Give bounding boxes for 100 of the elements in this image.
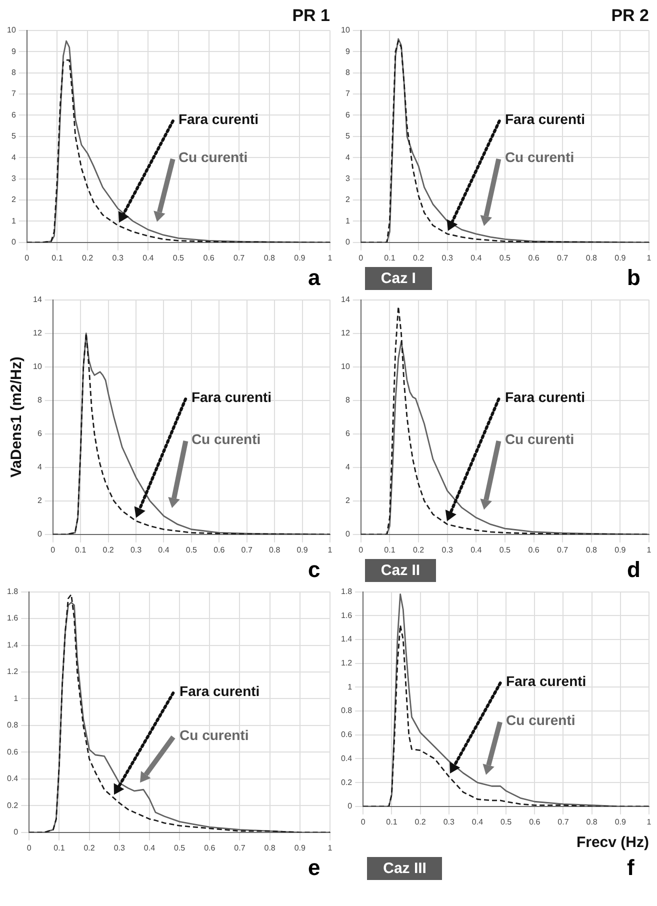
y-tick-label: 1 — [14, 694, 19, 703]
y-tick-label: 14 — [340, 295, 350, 304]
y-tick-label: 10 — [32, 362, 42, 372]
x-tick-label: 0.5 — [186, 545, 198, 554]
y-tick-label: 1.8 — [340, 587, 353, 596]
x-tick-label: 0.5 — [499, 253, 512, 262]
text: Fara curenti — [506, 673, 586, 690]
x-tick-label: 1 — [646, 545, 652, 554]
x-axis-title: Frecv (Hz) — [576, 834, 649, 852]
x-tick-label: 0.4 — [142, 253, 154, 262]
y-tick-label: 2 — [345, 195, 350, 204]
x-tick-label: 0.7 — [241, 545, 253, 554]
y-tick-label: 1.2 — [340, 658, 353, 668]
y-tick-label: 2 — [11, 195, 16, 204]
y-tick-label: 4 — [37, 462, 42, 472]
x-tick-label: 0.5 — [174, 843, 186, 852]
x-tick-label: 0.1 — [75, 545, 87, 554]
y-tick-label: 0.4 — [6, 774, 19, 784]
x-tick-label: 0.1 — [386, 817, 398, 826]
x-tick-label: 0.1 — [54, 843, 66, 852]
x-tick-label: 0.2 — [102, 545, 114, 554]
x-tick-label: 0.4 — [144, 843, 156, 852]
y-tick-label: 5 — [345, 132, 350, 141]
x-tick-label: 0.9 — [614, 545, 626, 554]
x-tick-label: 0.4 — [470, 253, 482, 262]
x-tick-label: 0.5 — [172, 253, 185, 262]
y-tick-label: 10 — [340, 362, 350, 372]
y-tick-label: 6 — [11, 110, 16, 120]
x-tick-label: 0.9 — [614, 817, 627, 826]
y-tick-label: 10 — [6, 26, 16, 35]
text: Cu curenti — [178, 149, 248, 166]
y-tick-label: 2 — [37, 496, 42, 506]
y-tick-label: 0.6 — [6, 747, 19, 756]
x-tick-label: 0.7 — [558, 817, 570, 826]
y-tick-label: 0 — [345, 238, 350, 247]
y-tick-label: 3 — [11, 174, 16, 184]
x-tick-label: 0.3 — [443, 817, 455, 826]
x-tick-label: 0.7 — [557, 253, 569, 262]
x-tick-label: 0.5 — [499, 545, 512, 554]
x-tick-label: 0.2 — [84, 843, 96, 852]
y-tick-label: 6 — [345, 429, 350, 438]
x-tick-label: 0.5 — [500, 817, 512, 826]
y-tick-label: 1 — [348, 682, 353, 692]
y-tick-label: 1.4 — [6, 640, 19, 650]
y-tick-label: 0 — [345, 530, 350, 539]
y-tick-label: 1.4 — [340, 634, 353, 644]
y-tick-label: 7 — [345, 89, 350, 98]
text: Fara curenti — [504, 388, 586, 405]
y-tick-label: 1.6 — [340, 610, 353, 620]
chart-title: PR 1 — [292, 6, 330, 25]
y-tick-label: 1.8 — [6, 587, 19, 596]
x-tick-label: 0 — [358, 253, 364, 262]
x-tick-label: 0 — [358, 545, 364, 554]
x-tick-label: 0.8 — [586, 817, 598, 826]
x-tick-label: 0.2 — [412, 545, 425, 554]
x-tick-label: 0.4 — [472, 817, 484, 826]
y-tick-label: 8 — [345, 396, 350, 405]
y-axis-title: VaDens1 (m2/Hz) — [8, 356, 26, 478]
x-tick-label: 0.2 — [412, 253, 425, 262]
y-tick-label: 0.8 — [6, 720, 19, 730]
y-tick-label: 8 — [11, 68, 16, 78]
text: Cu curenti — [504, 149, 574, 166]
x-tick-label: 0.7 — [234, 253, 246, 262]
text: Cu curenti — [504, 431, 574, 448]
x-tick-label: 0.6 — [528, 253, 540, 262]
x-tick-label: 0.3 — [130, 545, 142, 554]
x-tick-label: 0.6 — [203, 253, 215, 262]
text: Cu curenti — [506, 712, 576, 728]
y-tick-label: 0 — [11, 238, 16, 247]
text: f — [627, 855, 634, 880]
x-tick-label: 0.3 — [114, 843, 126, 852]
text: Cu curenti — [180, 726, 249, 743]
y-tick-label: 6 — [345, 110, 350, 120]
y-tick-label: 0.6 — [340, 730, 353, 740]
y-tick-label: 1.6 — [6, 614, 19, 623]
y-tick-label: 0.2 — [340, 778, 353, 787]
y-tick-label: 6 — [37, 429, 42, 438]
text: c — [308, 557, 320, 582]
x-tick-label: 1 — [328, 253, 333, 262]
x-tick-label: 0.1 — [52, 253, 64, 262]
text: Fara curenti — [180, 683, 260, 700]
x-tick-label: 1 — [328, 843, 333, 852]
x-tick-label: 0.3 — [112, 253, 124, 262]
y-tick-label: 1 — [345, 216, 350, 226]
chart-title: PR 2 — [611, 6, 649, 25]
x-tick-label: 0.9 — [294, 253, 306, 262]
x-tick-label: 0.8 — [269, 545, 281, 554]
y-tick-label: 9 — [345, 46, 350, 56]
x-tick-label: 1 — [646, 253, 652, 262]
y-tick-label: 12 — [340, 328, 350, 338]
x-tick-label: 0.4 — [158, 545, 170, 554]
x-tick-label: 1 — [646, 817, 652, 826]
y-tick-label: 3 — [345, 174, 350, 184]
text: d — [627, 557, 640, 582]
text: Fara curenti — [178, 110, 259, 127]
x-tick-label: 0.1 — [384, 545, 396, 554]
x-tick-label: 0.8 — [264, 843, 276, 852]
text: a — [308, 265, 320, 290]
x-tick-label: 0 — [26, 843, 32, 852]
x-tick-label: 0.2 — [414, 817, 426, 826]
